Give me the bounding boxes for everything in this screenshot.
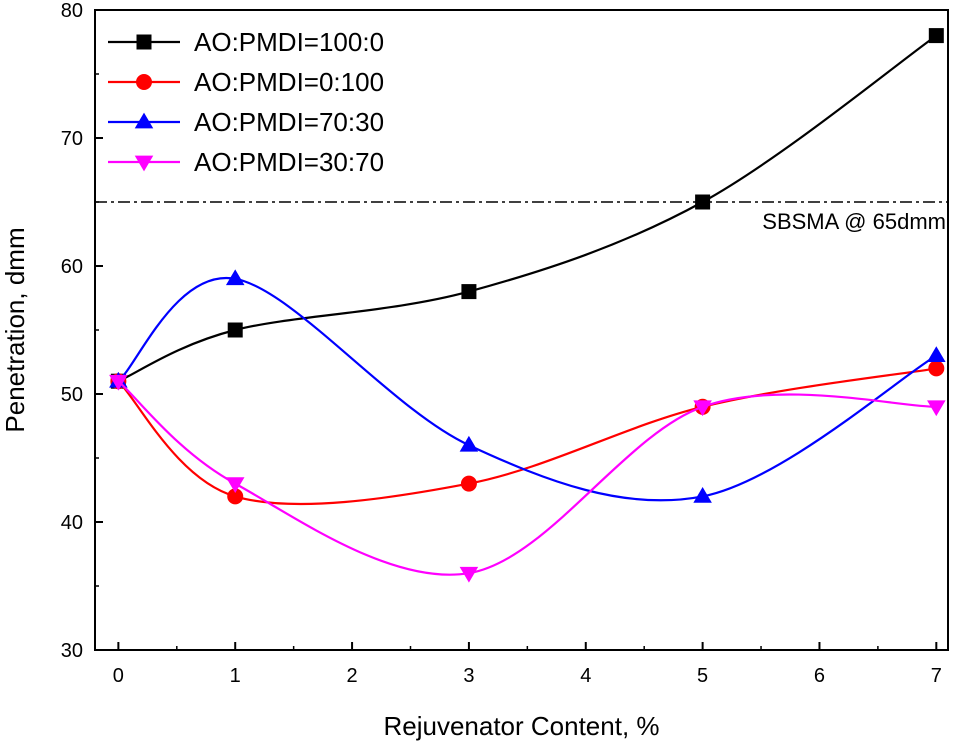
legend-item: AO:PMDI=0:100 xyxy=(108,67,384,97)
y-tick-label: 60 xyxy=(61,256,83,278)
series-line xyxy=(117,367,937,506)
legend-marker xyxy=(136,34,152,50)
data-point xyxy=(693,487,712,503)
x-tick-label: 5 xyxy=(697,665,708,687)
data-point xyxy=(225,477,245,493)
data-point xyxy=(927,346,946,362)
series-1 xyxy=(110,28,944,389)
legend-item: AO:PMDI=70:30 xyxy=(108,107,384,137)
plot-area: 0 1 2 3 4 5 6 7 30 40 50 60 70 80 xyxy=(61,0,949,687)
data-point xyxy=(459,566,479,583)
legend-marker xyxy=(134,112,154,129)
x-ticks: 0 1 2 3 4 5 6 7 xyxy=(113,642,942,687)
x-tick-label: 3 xyxy=(463,665,474,687)
y-tick-label: 40 xyxy=(61,512,83,534)
y-tick-label: 70 xyxy=(61,128,83,150)
x-tick-label: 0 xyxy=(113,665,124,687)
legend-label: AO:PMDI=0:100 xyxy=(194,67,384,97)
y-tick-label: 80 xyxy=(61,0,83,22)
x-tick-label: 4 xyxy=(580,665,591,687)
y-tick-label: 50 xyxy=(61,384,83,406)
legend-marker xyxy=(136,74,152,90)
data-point xyxy=(225,269,245,286)
legend: AO:PMDI=100:0 AO:PMDI=0:100 AO:PMDI=70:30 A… xyxy=(108,27,384,177)
series-4 xyxy=(109,374,946,583)
x-tick-label: 1 xyxy=(230,665,241,687)
y-tick-label: 30 xyxy=(61,640,83,662)
data-point xyxy=(460,475,477,492)
data-point xyxy=(693,400,712,417)
y-ticks: 30 40 50 60 70 80 xyxy=(61,0,103,662)
legend-item: AO:PMDI=100:0 xyxy=(108,27,384,57)
legend-label: AO:PMDI=30:70 xyxy=(194,147,384,177)
data-point xyxy=(227,322,243,338)
x-tick-label: 2 xyxy=(347,665,358,687)
series-line xyxy=(117,34,937,383)
data-point xyxy=(109,374,128,391)
series-line xyxy=(117,380,937,576)
x-axis-title: Rejuvenator Content, % xyxy=(383,711,659,741)
legend-label: AO:PMDI=70:30 xyxy=(194,107,384,137)
legend-label: AO:PMDI=100:0 xyxy=(194,27,384,57)
series-group xyxy=(109,28,946,583)
data-point xyxy=(927,400,946,417)
legend-item: AO:PMDI=30:70 xyxy=(108,147,384,177)
plot-frame xyxy=(94,9,949,651)
reference-line-label: SBSMA @ 65dmm xyxy=(762,209,946,234)
data-point xyxy=(461,284,477,300)
x-tick-label: 6 xyxy=(814,665,825,687)
data-point xyxy=(459,435,479,452)
data-point xyxy=(928,28,944,44)
legend-marker xyxy=(134,155,154,172)
data-point xyxy=(695,194,711,210)
y-axis-title: Penetration, dmm xyxy=(0,227,30,432)
x-tick-label: 7 xyxy=(931,665,942,687)
data-point xyxy=(928,360,945,377)
